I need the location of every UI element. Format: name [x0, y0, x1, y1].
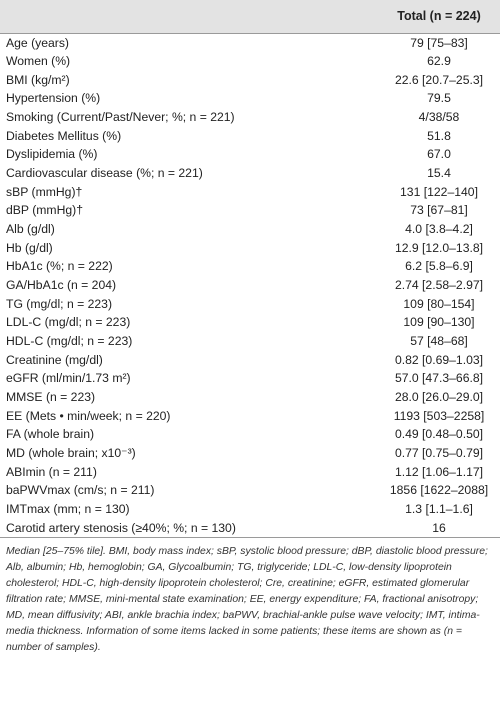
row-value: 73 [67–81] [410, 203, 468, 218]
table-footnote: Median [25–75% tile]. BMI, body mass ind… [6, 546, 488, 653]
row-value: 0.82 [0.69–1.03] [394, 352, 484, 367]
row-value: 109 [80–154] [403, 296, 475, 311]
table-row: IMTmax (mm; n = 130) 1.3 [1.1–1.6] [0, 499, 500, 519]
row-label: Hb (g/dl) [6, 240, 53, 255]
row-label: EE (Mets • min/week; n = 220) [6, 408, 171, 423]
row-label: FA (whole brain) [6, 427, 95, 442]
row-label: Creatinine (mg/dl) [6, 352, 103, 367]
row-value: 4/38/58 [418, 110, 460, 125]
header-label-cell [0, 0, 378, 34]
row-value: 67.0 [427, 147, 451, 162]
table-row: baPWVmax (cm/s; n = 211) 1856 [1622–2088] [0, 481, 500, 500]
row-value: 57.0 [47.3–66.8] [394, 371, 484, 386]
table-row: MMSE (n = 223) 28.0 [26.0–29.0] [0, 387, 500, 407]
row-value: 16 [378, 518, 500, 539]
row-value: 28.0 [26.0–29.0] [394, 389, 484, 404]
table-row: Smoking (Current/Past/Never; %; n = 221)… [0, 108, 500, 127]
row-label: GA/HbA1c (n = 204) [6, 278, 117, 293]
row-label: Hypertension (%) [6, 91, 101, 106]
row-value: 1.3 [1.1–1.6] [405, 501, 473, 516]
row-value: 0.77 [0.75–0.79] [394, 445, 484, 460]
table-figure: Total (n = 224) Age (years) 79 [75–83] Wom… [0, 0, 500, 653]
table-row: Alb (g/dl) 4.0 [3.8–4.2] [0, 220, 500, 239]
table-body: Age (years) 79 [75–83] Women (%) 62.9 BMI (k… [0, 33, 500, 539]
row-label: Women (%) [6, 54, 71, 69]
row-label: Cardiovascular disease (%; n = 221) [6, 166, 203, 181]
row-value: 12.9 [12.0–13.8] [394, 240, 484, 255]
row-value: 131 [122–140] [400, 184, 478, 199]
table-row: Cardiovascular disease (%; n = 221) 15.4 [0, 164, 500, 183]
row-label: Diabetes Mellitus (%) [6, 128, 122, 143]
table-row: GA/HbA1c (n = 204) 2.74 [2.58–2.97] [0, 276, 500, 295]
row-label: dBP (mmHg)† [6, 203, 83, 218]
table-row: Hb (g/dl) 12.9 [12.0–13.8] [0, 238, 500, 258]
row-label: HDL-C (mg/dl; n = 223) [6, 334, 133, 348]
table-header-row: Total (n = 224) [0, 0, 500, 34]
table-row: Dyslipidemia (%) 67.0 [0, 145, 500, 165]
row-label: Alb (g/dl) [6, 222, 55, 237]
row-value: 4.0 [3.8–4.2] [405, 222, 473, 237]
table-row: MD (whole brain; x10⁻³) 0.77 [0.75–0.79] [0, 443, 500, 463]
row-value: 1.12 [1.06–1.17] [394, 464, 484, 479]
table-row: HbA1c (%; n = 222) 6.2 [5.8–6.9] [0, 257, 500, 277]
row-value: 1856 [1622–2088] [389, 483, 489, 498]
row-value: 79 [75–83] [410, 35, 468, 50]
row-value: 2.74 [2.58–2.97] [394, 278, 484, 293]
row-label: MD (whole brain; x10⁻³) [6, 445, 136, 460]
table-row: TG (mg/dl; n = 223) 109 [80–154] [0, 294, 500, 314]
row-label: LDL-C (mg/dl; n = 223) [6, 315, 131, 330]
row-value: 109 [90–130] [403, 315, 475, 330]
row-label: Dyslipidemia (%) [6, 147, 98, 162]
row-label: baPWVmax (cm/s; n = 211) [6, 483, 155, 498]
table-row: EE (Mets • min/week; n = 220) 1193 [503–2… [0, 406, 500, 426]
row-label: HbA1c (%; n = 222) [6, 259, 113, 274]
row-value: 62.9 [427, 54, 451, 69]
row-label: eGFR (ml/min/1.73 m²) [6, 371, 131, 386]
row-label: TG (mg/dl; n = 223) [6, 296, 113, 311]
row-value: 15.4 [427, 166, 451, 181]
row-value: 22.6 [20.7–25.3] [394, 72, 484, 87]
characteristics-table: Total (n = 224) Age (years) 79 [75–83] Wom… [0, 0, 500, 539]
row-label: BMI (kg/m²) [6, 72, 70, 87]
row-label: sBP (mmHg)† [6, 184, 83, 199]
table-row: Age (years) 79 [75–83] [0, 33, 500, 53]
row-value: 57 [48–68] [410, 334, 468, 348]
table-row: dBP (mmHg)† 73 [67–81] [0, 201, 500, 221]
row-label: Age (years) [6, 35, 69, 50]
table-row: Hypertension (%) 79.5 [0, 89, 500, 109]
table-row: BMI (kg/m²) 22.6 [20.7–25.3] [0, 70, 500, 90]
row-value: 0.49 [0.48–0.50] [394, 427, 484, 442]
row-value: 1193 [503–2258] [393, 408, 485, 423]
table-row: eGFR (ml/min/1.73 m²) 57.0 [47.3–66.8] [0, 369, 500, 388]
table-row: sBP (mmHg)† 131 [122–140] [0, 182, 500, 202]
table-row: HDL-C (mg/dl; n = 223) 57 [48–68] [0, 332, 500, 351]
row-label: ABImin (n = 211) [6, 464, 97, 479]
table-row: ABImin (n = 211) 1.12 [1.06–1.17] [0, 462, 500, 482]
header-total-cell: Total (n = 224) [378, 0, 500, 34]
table-row: Creatinine (mg/dl) 0.82 [0.69–1.03] [0, 350, 500, 370]
table-row: Carotid artery stenosis (≥40%; %; n = 13… [0, 518, 500, 539]
row-label: MMSE (n = 223) [6, 389, 96, 404]
row-value: 51.8 [427, 128, 451, 143]
row-value: 6.2 [5.8–6.9] [405, 259, 473, 274]
table-row: LDL-C (mg/dl; n = 223) 109 [90–130] [0, 313, 500, 332]
row-label: Smoking (Current/Past/Never; %; n = 221) [6, 110, 235, 125]
table-row: Diabetes Mellitus (%) 51.8 [0, 126, 500, 146]
table-row: Women (%) 62.9 [0, 52, 500, 71]
row-label: IMTmax (mm; n = 130) [6, 501, 130, 516]
row-label: Carotid artery stenosis (≥40%; %; n = 13… [0, 518, 378, 539]
row-value: 79.5 [427, 91, 451, 106]
table-row: FA (whole brain) 0.49 [0.48–0.50] [0, 425, 500, 444]
